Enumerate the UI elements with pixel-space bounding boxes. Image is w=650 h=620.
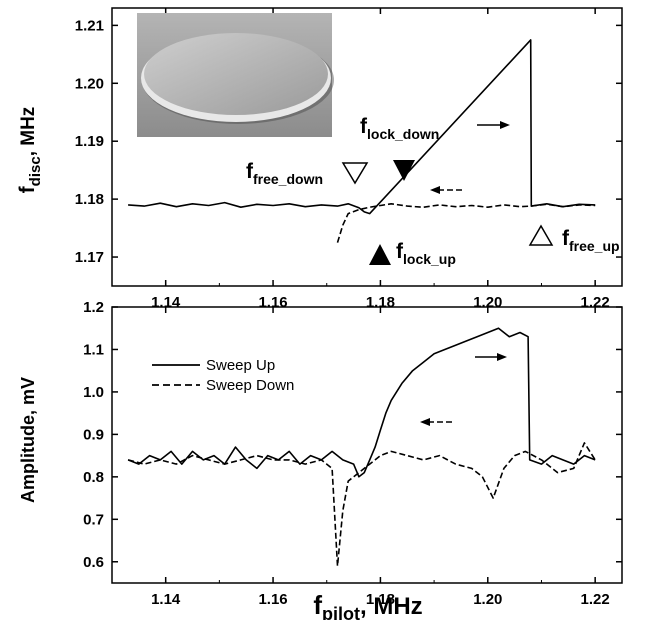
bottom-series-group xyxy=(127,327,596,567)
free-down-marker-icon xyxy=(341,162,369,185)
bottom-axis-ticks: 1.14 1.16 1.18 1.20 1.22 0.6 0.7 0.8 0.9 1.0 1.1 1.… xyxy=(83,299,622,608)
bottom-y-tick-label: 0.9 xyxy=(83,426,104,443)
sweep-down-arrow-top xyxy=(430,186,465,194)
lock-up-marker-icon xyxy=(369,244,391,265)
bottom-x-tick-label: 1.20 xyxy=(473,591,502,608)
x-axis-title: fpilot, MHz xyxy=(313,590,422,620)
top-y-tick-label: 1.18 xyxy=(75,191,104,208)
top-y-tick-label: 1.17 xyxy=(75,249,104,266)
bottom-y-tick-label: 0.6 xyxy=(83,554,104,571)
top-panel: 1.14 1.16 1.18 1.20 1.221.171.181.191.201.21 xyxy=(16,7,623,311)
legend: Sweep Up Sweep Down xyxy=(152,357,294,394)
top-y-tick-label: 1.21 xyxy=(75,17,104,34)
inset-photo xyxy=(137,13,334,137)
top-plot-frame xyxy=(111,7,623,287)
bottom-y-tick-label: 1.2 xyxy=(83,299,104,316)
bottom-plot-frame xyxy=(111,306,623,584)
bottom-panel: 1.14 1.16 1.18 1.20 1.22 0.6 0.7 0.8 0.9 1.0 1.1 1.… xyxy=(18,299,623,620)
sweep-down-arrow-bottom xyxy=(420,418,455,426)
top-series-sweep-down-line xyxy=(336,203,596,243)
free-up-label: ffree_up xyxy=(562,227,620,254)
free-up-marker-icon xyxy=(528,224,554,246)
bottom-series-sweep-up-line xyxy=(127,327,596,478)
bottom-y-axis-title: Amplitude, mV xyxy=(18,377,38,503)
bottom-x-tick-label: 1.16 xyxy=(258,591,287,608)
lock-down-marker-icon xyxy=(393,160,415,181)
top-series-group xyxy=(128,39,596,243)
bottom-series-sweep-down-line xyxy=(127,442,596,567)
sweep-up-arrow-bottom xyxy=(475,353,507,361)
legend-label-sweep-down: Sweep Down xyxy=(206,377,294,394)
sweep-up-arrow-top xyxy=(477,121,510,129)
bottom-y-tick-label: 1.0 xyxy=(83,384,104,401)
bottom-y-tick-label: 0.7 xyxy=(83,511,104,528)
bottom-x-tick-label: 1.18 xyxy=(366,591,395,608)
top-y-tick-label: 1.19 xyxy=(75,133,104,150)
bottom-y-tick-label: 0.8 xyxy=(83,469,104,486)
lock-up-label: flock_up xyxy=(396,240,456,267)
legend-label-sweep-up: Sweep Up xyxy=(206,357,275,374)
lock-down-label: flock_down xyxy=(360,115,439,142)
bottom-y-tick-label: 1.1 xyxy=(83,341,104,358)
free-down-label: ffree_down xyxy=(246,160,323,187)
top-y-tick-label: 1.20 xyxy=(75,75,104,92)
bottom-x-tick-label: 1.14 xyxy=(151,591,181,608)
bottom-x-tick-label: 1.22 xyxy=(581,591,610,608)
top-y-axis-title: fdisc, MHz xyxy=(16,107,44,194)
